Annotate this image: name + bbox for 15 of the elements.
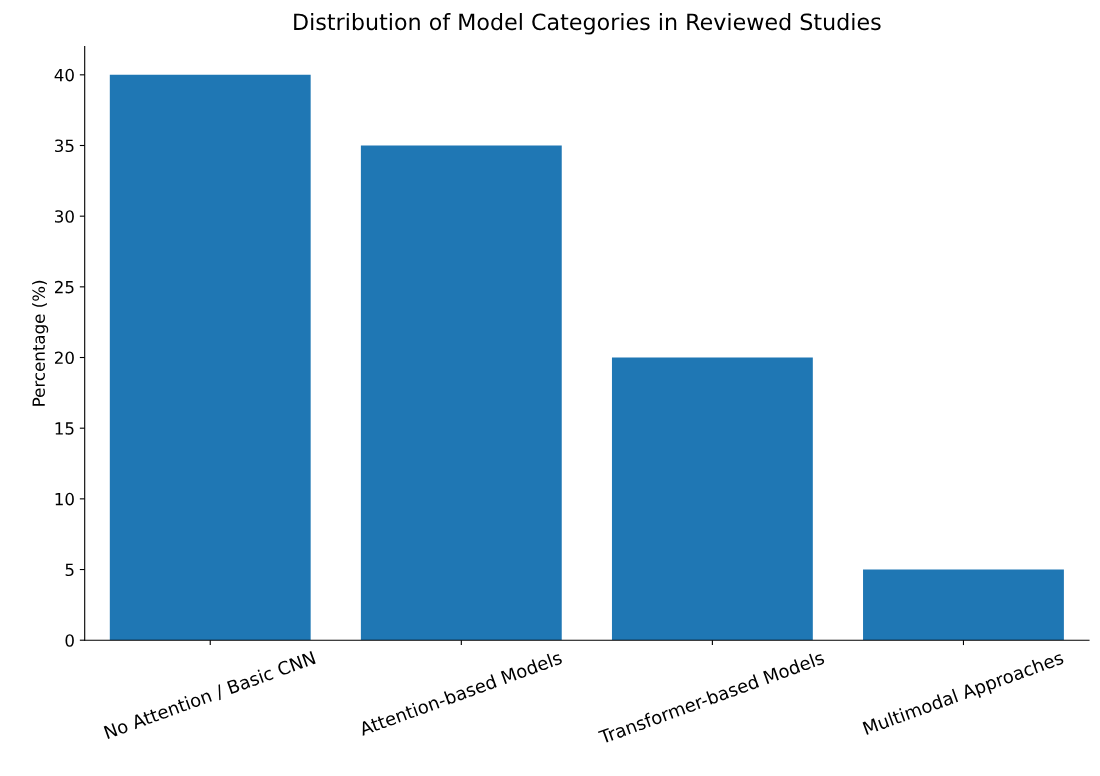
y-tick-label: 20 xyxy=(54,351,74,365)
y-tick-label: 35 xyxy=(55,139,74,153)
bar xyxy=(863,569,1064,641)
chart-title: Distribution of Model Categories in Reviewed Studies xyxy=(294,13,881,35)
y-tick-label: 0 xyxy=(65,634,74,647)
y-tick-label: 25 xyxy=(54,280,74,294)
y-axis-title: Percentage (%) xyxy=(32,280,49,406)
bar xyxy=(611,357,813,641)
y-tick-label: 15 xyxy=(55,422,74,435)
y-tick-label: 5 xyxy=(65,563,74,577)
bar xyxy=(109,74,311,641)
y-tick-label: 30 xyxy=(55,210,74,223)
bar xyxy=(360,145,562,641)
y-tick-label: 40 xyxy=(54,68,74,82)
y-tick-label: 10 xyxy=(55,492,74,506)
